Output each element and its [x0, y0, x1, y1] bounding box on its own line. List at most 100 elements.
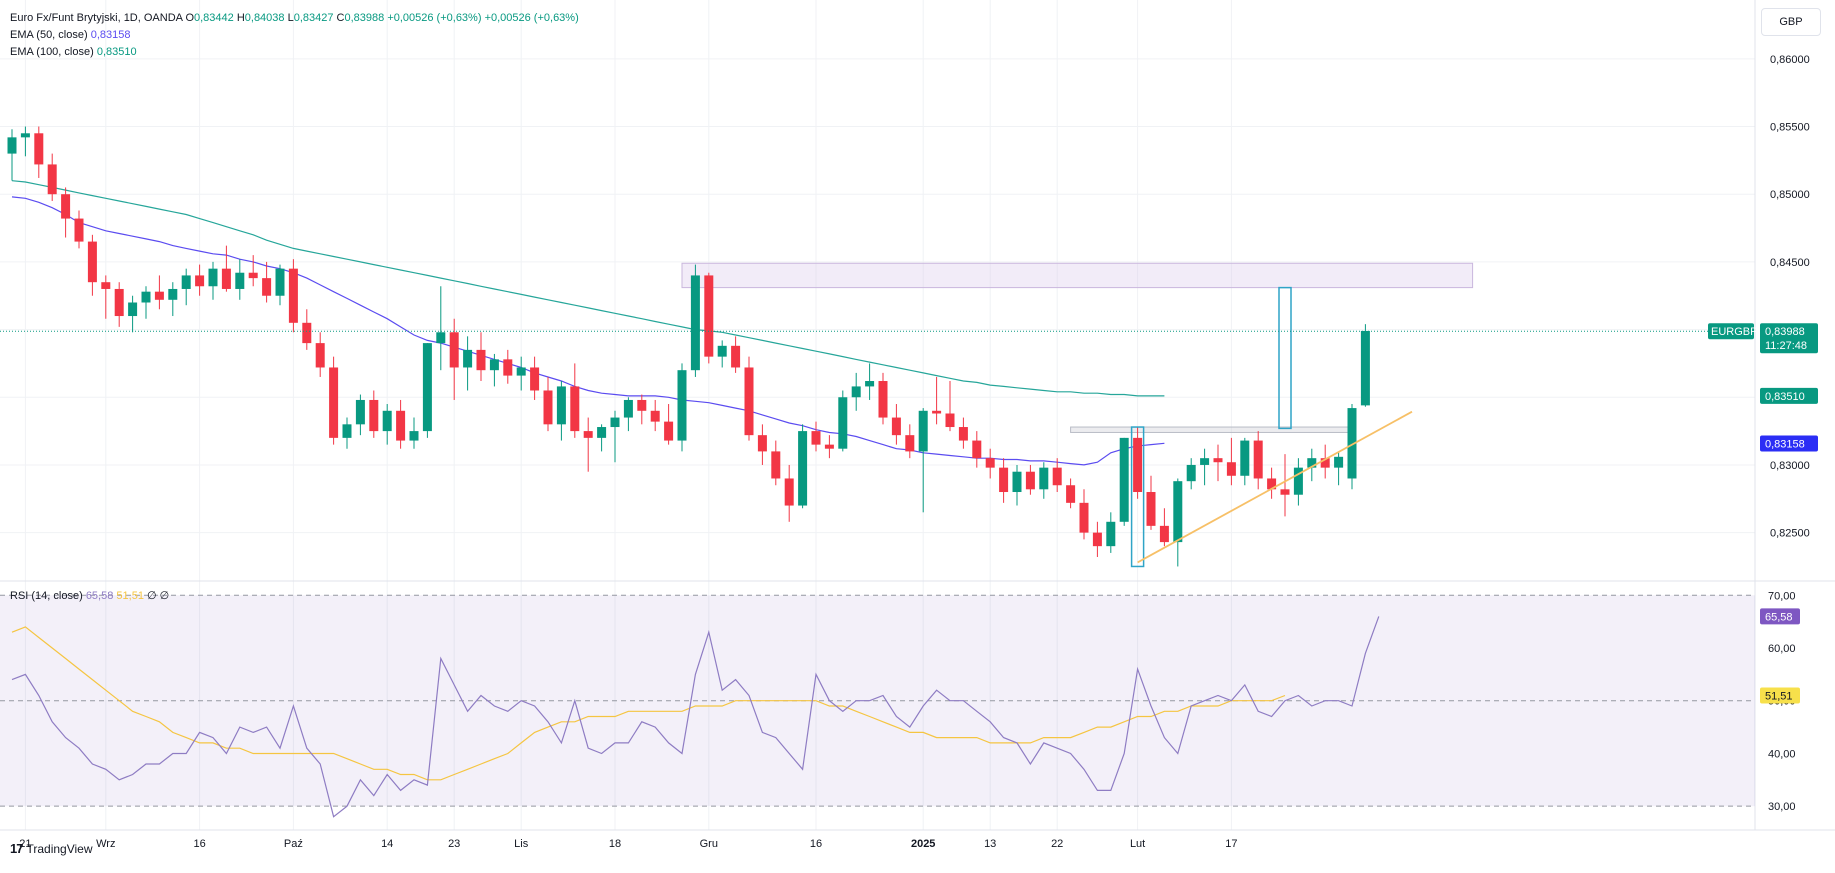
candle-body	[409, 431, 419, 441]
candle-body	[690, 275, 700, 371]
ema50-label: EMA (50, close)	[10, 29, 88, 41]
candle-58	[784, 464, 794, 522]
ohlc-key-o: O	[185, 12, 194, 24]
candle-50	[677, 363, 687, 452]
brand-label: TradingView	[26, 841, 93, 856]
countdown-tag: 11:27:48	[1765, 340, 1807, 352]
candle-body	[1186, 464, 1196, 482]
last-price-tag: 0,83988	[1765, 326, 1805, 338]
candle-body	[1253, 440, 1263, 479]
candles	[7, 126, 1370, 567]
candle-body	[851, 386, 861, 398]
candle-body	[865, 381, 875, 387]
candle-body	[543, 390, 553, 425]
candle-41	[556, 381, 566, 441]
candle-body	[275, 268, 285, 296]
candle-body	[329, 367, 339, 438]
candle-90	[1213, 444, 1223, 482]
ohlc-values: O0,83442 H0,84038 L0,83427 C0,83988	[185, 12, 384, 24]
candle-28	[382, 404, 392, 445]
candle-body	[717, 345, 727, 357]
candle-55	[744, 356, 754, 441]
price-tick-2: 0,85000	[1770, 189, 1810, 201]
candle-68	[918, 408, 928, 513]
rsi-tick-0: 70,00	[1768, 590, 1796, 602]
candle-body	[999, 467, 1009, 493]
candle-body	[141, 291, 151, 303]
candle-92	[1240, 437, 1250, 486]
highlight-box-1	[1278, 286, 1292, 430]
currency-button[interactable]: GBP	[1761, 8, 1821, 36]
candle-36	[489, 353, 499, 387]
candle-body	[369, 399, 379, 432]
candle-18	[248, 255, 258, 287]
candle-body	[1320, 458, 1330, 468]
candle-body	[932, 410, 942, 414]
candle-17	[235, 259, 245, 300]
candle-body	[958, 427, 968, 441]
brand[interactable]: 17 TradingView	[10, 841, 93, 856]
time-tick-8: Gru	[700, 838, 718, 850]
candle-body	[422, 343, 432, 432]
ema100-tag-bg	[1760, 387, 1818, 404]
candle-39	[530, 356, 540, 400]
candle-body	[1267, 478, 1277, 490]
candle-98	[1320, 444, 1330, 479]
candle-body	[195, 275, 205, 287]
candle-body	[757, 435, 767, 452]
candle-body	[838, 397, 848, 449]
candle-69	[932, 376, 942, 425]
candle-89	[1200, 448, 1210, 486]
candle-body	[463, 349, 473, 368]
candle-body	[918, 410, 928, 452]
candle-79	[1066, 478, 1076, 509]
candle-body	[1280, 489, 1290, 495]
candle-72	[972, 431, 982, 468]
candle-1	[20, 126, 30, 157]
time-tick-1: Wrz	[96, 838, 115, 850]
candle-48	[650, 399, 660, 432]
candle-body	[342, 424, 352, 438]
candle-body	[556, 386, 566, 425]
candle-96	[1293, 458, 1303, 506]
candle-87	[1173, 478, 1183, 567]
candle-80	[1079, 489, 1089, 540]
candle-body	[1079, 502, 1089, 533]
candle-body	[784, 478, 794, 506]
candle-56	[757, 424, 767, 465]
candle-body	[530, 367, 540, 391]
candle-60	[811, 421, 821, 452]
candle-82	[1106, 512, 1116, 553]
candle-38	[516, 356, 526, 391]
ohlc-value-l: 0,83427	[293, 12, 334, 24]
candle-59	[798, 424, 808, 509]
candle-body	[1106, 521, 1116, 547]
candle-37	[503, 349, 513, 384]
ema100-label: EMA (100, close)	[10, 46, 94, 58]
candle-body	[704, 275, 714, 357]
time-tick-13: Lut	[1130, 838, 1145, 850]
candle-11	[154, 275, 164, 310]
candle-49	[664, 404, 674, 445]
candle-body	[87, 241, 97, 283]
candle-body	[1293, 467, 1303, 495]
candle-67	[905, 424, 915, 459]
last-price-tag-bg	[1760, 323, 1818, 354]
candle-101	[1360, 324, 1370, 407]
candle-8	[114, 282, 124, 327]
candle-body	[1200, 458, 1210, 465]
candle-30	[409, 417, 419, 449]
candle-81	[1092, 521, 1102, 557]
price-tick-7: 0,82500	[1770, 528, 1810, 540]
candle-40	[543, 376, 553, 432]
time-tick-5: 23	[448, 838, 460, 850]
ema100-value: 0,83510	[96, 46, 137, 58]
ohlc-key-h: H	[233, 12, 245, 24]
ema50-value: 0,83158	[90, 29, 131, 41]
candle-body	[208, 268, 218, 287]
candle-body	[1012, 471, 1022, 493]
candle-body	[1347, 408, 1357, 479]
ohlc-key-l: L	[284, 12, 294, 24]
candle-65	[878, 372, 888, 425]
